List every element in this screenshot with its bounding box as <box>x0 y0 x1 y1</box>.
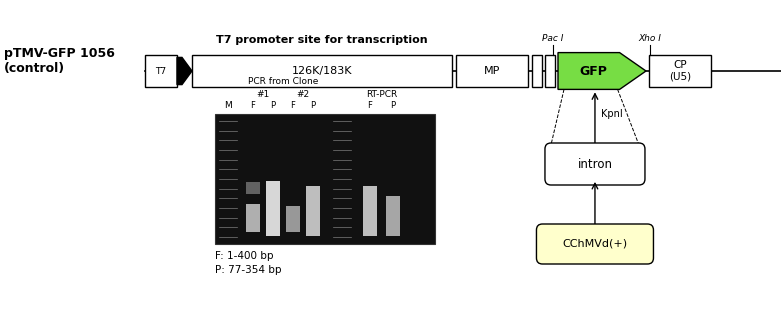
Bar <box>363 186 377 236</box>
Bar <box>532 55 542 87</box>
Text: RT-PCR: RT-PCR <box>366 90 397 99</box>
FancyBboxPatch shape <box>537 224 654 264</box>
Text: T7 promoter site for transcription: T7 promoter site for transcription <box>216 35 428 45</box>
Text: MP: MP <box>483 66 500 76</box>
Bar <box>286 206 300 232</box>
Text: 126K/183K: 126K/183K <box>292 66 352 76</box>
Text: F: F <box>291 101 295 110</box>
Text: GFP: GFP <box>580 64 607 77</box>
Bar <box>649 55 711 87</box>
Bar <box>192 55 452 87</box>
Text: M: M <box>224 101 232 110</box>
Text: PCR from Clone: PCR from Clone <box>248 77 318 86</box>
Polygon shape <box>558 52 646 89</box>
Text: CP
(U5): CP (U5) <box>669 60 691 82</box>
Text: P: P <box>390 101 395 110</box>
Text: P: P <box>270 101 276 110</box>
Bar <box>215 114 435 244</box>
Text: F: F <box>251 101 255 110</box>
Bar <box>306 186 320 236</box>
Bar <box>545 55 555 87</box>
Bar <box>456 55 528 87</box>
Text: #2: #2 <box>297 90 309 99</box>
Text: pTMV-GFP 1056
(control): pTMV-GFP 1056 (control) <box>4 47 115 75</box>
Text: intron: intron <box>577 157 612 171</box>
Bar <box>266 181 280 236</box>
Text: F: 1-400 bp
P: 77-354 bp: F: 1-400 bp P: 77-354 bp <box>215 251 281 275</box>
Bar <box>145 55 177 87</box>
FancyBboxPatch shape <box>545 143 645 185</box>
Text: F: F <box>368 101 373 110</box>
Text: Pac I: Pac I <box>542 34 564 43</box>
Text: #1: #1 <box>256 90 269 99</box>
Text: KpnI: KpnI <box>601 109 622 119</box>
Text: T7: T7 <box>155 66 166 76</box>
FancyArrow shape <box>177 58 192 85</box>
Text: P: P <box>310 101 316 110</box>
Bar <box>246 182 260 194</box>
Text: CChMVd(+): CChMVd(+) <box>562 239 627 249</box>
Bar <box>386 196 400 236</box>
Bar <box>246 204 260 232</box>
Text: Xho I: Xho I <box>639 34 662 43</box>
